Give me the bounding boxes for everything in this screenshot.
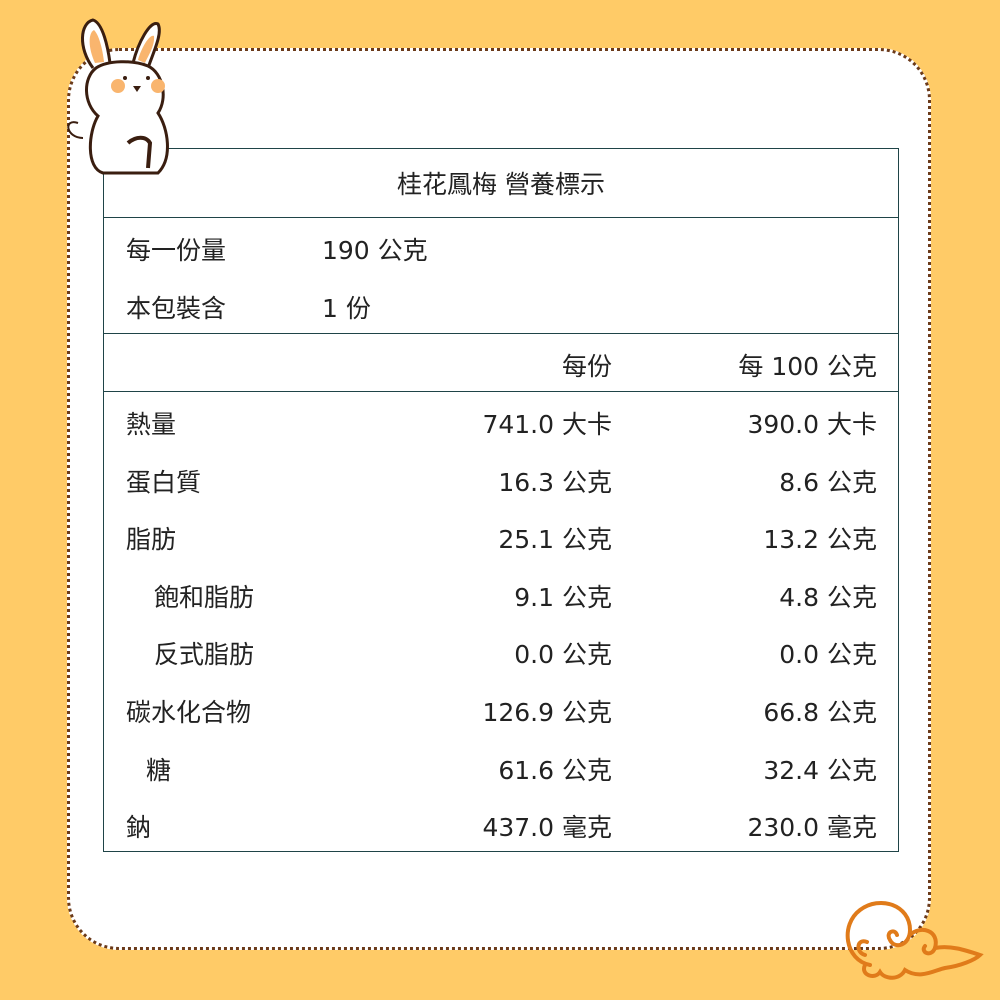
- per-serving-value: 61.6 公克: [498, 755, 612, 785]
- per-100g-value: 66.8 公克: [763, 697, 877, 727]
- header-per-100g: 每 100 公克: [738, 352, 877, 381]
- header-per-serving: 每份: [561, 352, 612, 381]
- per-serving-value: 16.3 公克: [498, 467, 612, 497]
- per-serving-value: 126.9 公克: [482, 697, 612, 727]
- nutrient-label: 碳水化合物: [126, 697, 252, 727]
- per-100g-value: 13.2 公克: [763, 525, 877, 555]
- nutrient-label: 蛋白質: [126, 467, 202, 497]
- serving-label: 每一份量: [126, 236, 227, 265]
- nutrient-label: 鈉: [126, 813, 152, 843]
- serving-value: 1 份: [322, 294, 371, 323]
- nutrient-row: 脂肪 25.1 公克 13.2 公克: [104, 507, 898, 565]
- serving-size-row: 每一份量 190 公克: [126, 231, 428, 267]
- nutrient-row: 反式脂肪 0.0 公克 0.0 公克: [104, 622, 898, 680]
- nutrition-table: 桂花鳳梅 營養標示 每一份量 190 公克 本包裝含 1 份 每份 每 100 …: [103, 148, 899, 852]
- nutrient-row: 飽和脂肪 9.1 公克 4.8 公克: [104, 565, 898, 623]
- nutrient-label: 熱量: [126, 410, 177, 439]
- per-serving-value: 741.0 大卡: [482, 410, 612, 439]
- per-serving-value: 25.1 公克: [498, 525, 612, 555]
- nutrient-row: 糖 61.6 公克 32.4 公克: [104, 738, 898, 796]
- per-serving-value: 9.1 公克: [514, 582, 612, 612]
- nutrient-label: 反式脂肪: [154, 640, 255, 670]
- per-100g-value: 32.4 公克: [763, 755, 877, 785]
- nutrient-row: 鈉 437.0 毫克 230.0 毫克: [104, 795, 898, 853]
- nutrient-label: 糖: [146, 755, 172, 785]
- serving-info: 每一份量 190 公克 本包裝含 1 份: [104, 218, 898, 334]
- per-100g-value: 390.0 大卡: [747, 410, 877, 439]
- nutrient-label: 脂肪: [126, 525, 177, 555]
- per-100g-value: 0.0 公克: [779, 640, 877, 670]
- per-100g-value: 230.0 毫克: [747, 813, 877, 843]
- cloud-icon: [845, 900, 984, 980]
- nutrient-rows: 熱量 741.0 大卡 390.0 大卡蛋白質 16.3 公克 8.6 公克脂肪 25.1…: [104, 392, 898, 853]
- nutrient-row: 碳水化合物 126.9 公克 66.8 公克: [104, 680, 898, 738]
- servings-per-package-row: 本包裝含 1 份: [126, 289, 371, 325]
- nutrient-row: 蛋白質 16.3 公克 8.6 公克: [104, 450, 898, 508]
- per-100g-value: 8.6 公克: [779, 467, 877, 497]
- serving-label: 本包裝含: [126, 294, 227, 323]
- table-title: 桂花鳳梅 營養標示: [104, 149, 898, 218]
- rabbit-illustration: [67, 18, 169, 175]
- serving-value: 190 公克: [322, 236, 428, 265]
- nutrient-row: 熱量 741.0 大卡 390.0 大卡: [104, 392, 898, 450]
- per-serving-value: 0.0 公克: [514, 640, 612, 670]
- per-serving-value: 437.0 毫克: [482, 813, 612, 843]
- per-100g-value: 4.8 公克: [779, 582, 877, 612]
- column-header: 每份 每 100 公克: [104, 334, 898, 392]
- nutrient-label: 飽和脂肪: [154, 582, 255, 612]
